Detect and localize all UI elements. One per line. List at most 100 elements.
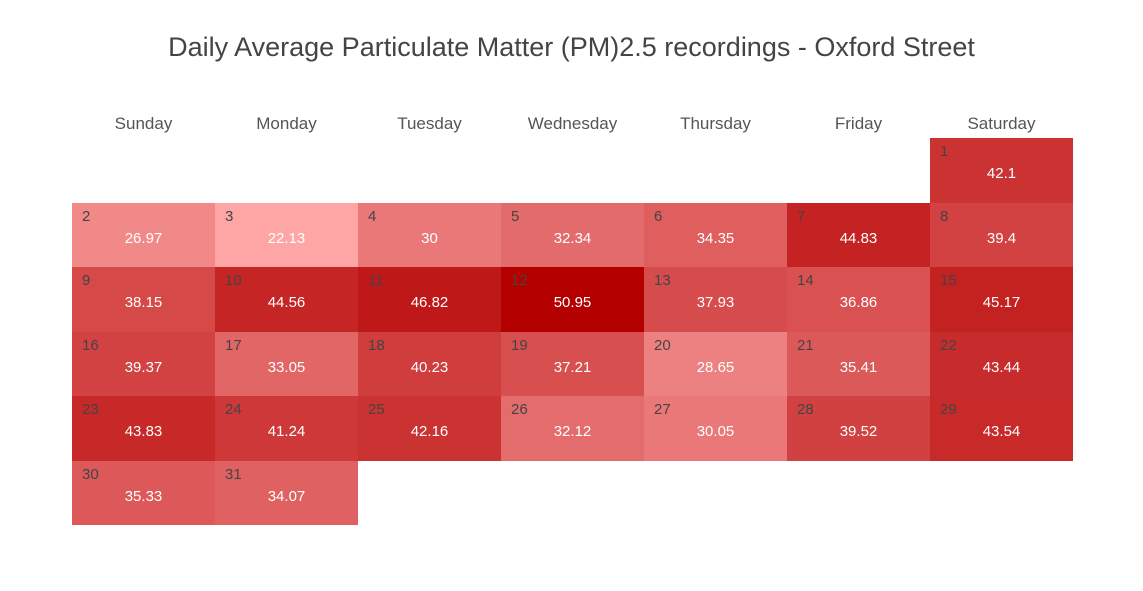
cell-day-label: 27 [654,401,671,418]
cell-day-label: 2 [82,207,91,225]
heatmap-cell: 15 45.17 [930,267,1073,332]
heatmap-cell: 11 46.82 [358,267,501,332]
cell-value-label: 36.86 [839,294,878,311]
cell-day-label: 13 [654,272,671,289]
cell-day-label: 25 [368,401,385,418]
weekday-header-sunday: Sunday [114,114,173,133]
cell-value-label: 28.65 [696,358,735,376]
cell-day-label: 11 [368,272,384,289]
cell-day-label: 23 [82,401,99,418]
heatmap-cell: 5 32.34 [501,202,644,267]
heatmap-cell: 6 34.35 [644,202,787,267]
cell-value-label: 42.1 [986,165,1017,182]
cell-value-label: 41.24 [267,423,306,440]
weekday-header-thursday: Thursday [680,114,751,133]
cell-value-label: 34.07 [267,487,306,505]
cell-day-label: 30 [82,465,99,483]
weekday-header-saturday: Saturday [967,114,1036,133]
cell-value-label: 45.17 [982,294,1021,311]
heatmap-cell: 12 50.95 [501,267,644,332]
cell-day-label: 6 [654,207,663,225]
heatmap-cell: 20 28.65 [644,331,787,396]
heatmap-cell: 29 43.54 [930,396,1073,461]
heatmap-cell: 4 30 [358,202,501,267]
heatmap-cell: 14 36.86 [787,267,930,332]
heatmap-cell: 18 40.23 [358,331,501,396]
heatmap-cell: 3 22.13 [215,202,358,267]
cell-value-label: 50.95 [553,294,592,311]
cell-value-label: 34.35 [696,229,735,247]
cell-value-label: 44.56 [267,294,306,311]
cell-day-label: 4 [368,207,377,225]
cell-value-label: 26.97 [124,229,163,247]
cell-value-label: 35.33 [124,487,163,505]
cell-day-label: 20 [654,336,671,354]
heatmap-cell: 8 39.4 [930,202,1073,267]
heatmap-cell: 30 35.33 [72,460,215,525]
cell-value-label: 43.83 [124,423,163,440]
cell-day-label: 7 [797,207,806,225]
weekday-header-friday: Friday [834,114,883,133]
heatmap-cell: 13 37.93 [644,267,787,332]
cell-day-label: 22 [940,336,957,354]
heatmap-cell: 10 44.56 [215,267,358,332]
cell-day-label: 12 [511,272,528,289]
cell-value-label: 33.05 [267,358,306,376]
cell-value-label: 38.15 [124,294,163,311]
heatmap-cell: 31 34.07 [215,460,358,525]
weekday-header-monday: Monday [256,114,317,133]
cell-value-label: 39.37 [124,358,163,376]
cell-value-label: 43.54 [982,423,1021,440]
cell-value-label: 30.05 [696,423,735,440]
cell-value-label: 22.13 [267,229,306,247]
cell-day-label: 15 [940,272,957,289]
cell-day-label: 8 [940,207,949,225]
heatmap-cell: 25 42.16 [358,396,501,461]
cell-value-label: 43.44 [982,358,1021,376]
heatmap-cell: 26 32.12 [501,396,644,461]
cell-value-label: 35.41 [839,358,878,376]
cell-day-label: 14 [797,272,814,289]
cell-day-label: 5 [511,207,520,225]
chart-title: Daily Average Particulate Matter (PM)2.5… [168,32,975,62]
heatmap-cell: 19 37.21 [501,331,644,396]
cell-value-label: 32.34 [553,229,592,247]
heatmap-cell: 9 38.15 [72,267,215,332]
cell-value-label: 44.83 [839,229,878,247]
cell-day-label: 21 [797,336,814,354]
cell-value-label: 39.52 [839,423,878,440]
heatmap-cell: 27 30.05 [644,396,787,461]
cell-value-label: 42.16 [410,423,449,440]
cell-value-label: 30 [421,229,438,247]
cell-value-label: 32.12 [553,423,592,440]
heatmap-cell: 21 35.41 [787,331,930,396]
cell-value-label: 37.93 [696,294,735,311]
heatmap-cell: 23 43.83 [72,396,215,461]
cell-value-label: 37.21 [553,358,592,376]
heatmap-cell: 17 33.05 [215,331,358,396]
heatmap-cell: 2 26.97 [72,202,215,267]
cell-day-label: 17 [225,336,242,354]
heatmap-cell: 22 43.44 [930,331,1073,396]
cell-day-label: 10 [225,272,242,289]
cell-day-label: 16 [82,336,99,354]
heatmap-cell: 16 39.37 [72,331,215,396]
cell-day-label: 19 [511,336,528,354]
heatmap-cell: 28 39.52 [787,396,930,461]
cell-day-label: 28 [797,401,814,418]
cell-day-label: 1 [940,143,949,160]
weekday-header-wednesday: Wednesday [527,114,618,133]
heatmap-cell: 7 44.83 [787,202,930,267]
cell-day-label: 31 [225,465,242,483]
cell-day-label: 9 [82,272,91,289]
cell-day-label: 18 [368,336,385,354]
cell-day-label: 29 [940,401,957,418]
cell-day-label: 3 [225,207,234,225]
weekday-header-tuesday: Tuesday [397,114,462,133]
cell-day-label: 24 [225,401,242,418]
heatmap-cell: 24 41.24 [215,396,358,461]
cell-value-label: 39.4 [986,229,1017,247]
cell-value-label: 40.23 [410,358,449,376]
cell-value-label: 46.82 [410,294,449,311]
cell-day-label: 26 [511,401,528,418]
